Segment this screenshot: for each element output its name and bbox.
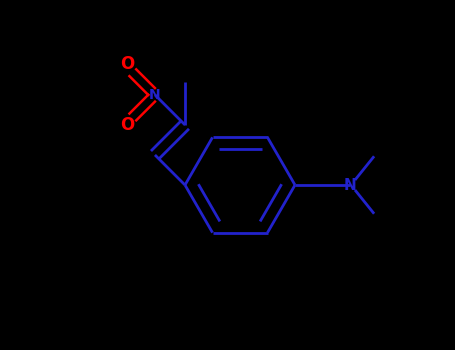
Text: N: N [344,177,356,192]
Text: O: O [120,55,134,74]
Text: N: N [149,88,161,102]
Text: O: O [120,116,134,134]
